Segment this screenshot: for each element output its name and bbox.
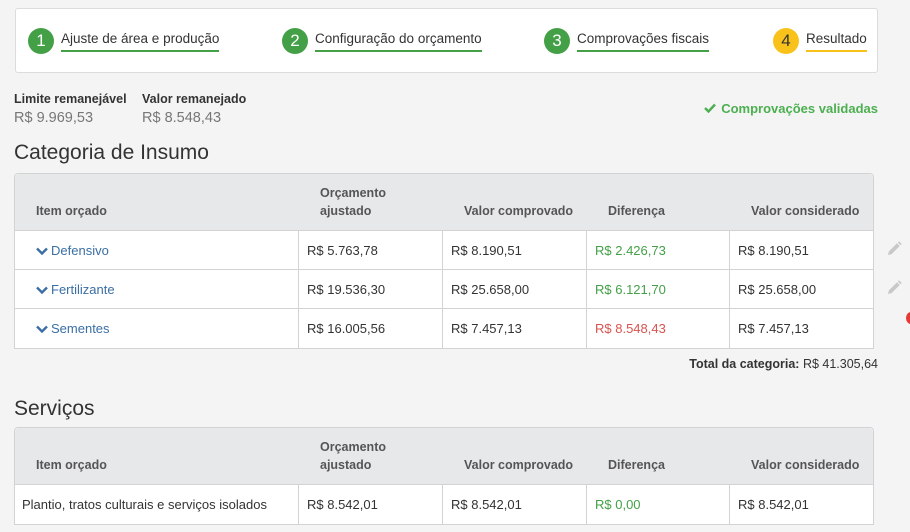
table-row: Defensivo R$ 5.763,78 R$ 8.190,51 R$ 2.4… — [15, 231, 873, 270]
table-row: Fertilizante R$ 19.536,30 R$ 25.658,00 R… — [15, 270, 873, 309]
proven-cell: R$ 25.658,00 — [442, 270, 586, 309]
moved-value: R$ 8.548,43 — [142, 110, 222, 126]
expand-item-fertilizante[interactable]: Fertilizante — [36, 282, 115, 297]
edit-fertilizante-pencil-icon[interactable] — [885, 279, 903, 297]
step-4-number: 4 — [773, 28, 799, 54]
chevron-down-icon — [36, 325, 48, 333]
item-cell[interactable]: Defensivo — [15, 231, 298, 270]
budget-cell: R$ 19.536,30 — [298, 270, 442, 309]
alert-dot-icon[interactable] — [906, 312, 910, 324]
step-2[interactable]: 2 Configuração do orçamento — [282, 28, 482, 54]
considered-cell: R$ 8.542,01 — [729, 485, 874, 524]
table-row: Plantio, tratos culturais e serviços iso… — [15, 485, 873, 524]
col-budget-line1: Orçamento — [320, 440, 386, 454]
budget-cell: R$ 5.763,78 — [298, 231, 442, 270]
servicos-table: Item orçado Orçamento ajustado Valor com… — [14, 427, 874, 525]
col-item: Item orçado — [36, 204, 107, 218]
budget-cell: R$ 8.542,01 — [298, 485, 442, 524]
step-3[interactable]: 3 Comprovações fiscais — [544, 28, 710, 54]
step-1-number: 1 — [28, 28, 54, 54]
difference-cell: R$ 6.121,70 — [586, 270, 729, 309]
table-header: Item orçado Orçamento ajustado Valor com… — [15, 428, 873, 485]
step-2-label: Configuração do orçamento — [315, 31, 482, 52]
limit-label: Limite remanejável — [14, 92, 127, 106]
table-row: Sementes R$ 16.005,56 R$ 7.457,13 R$ 8.5… — [15, 309, 873, 348]
step-2-number: 2 — [282, 28, 308, 54]
budget-cell: R$ 16.005,56 — [298, 309, 442, 348]
col-budget-line1: Orçamento — [320, 186, 386, 200]
difference-cell: R$ 2.426,73 — [586, 231, 729, 270]
proven-cell: R$ 8.190,51 — [442, 231, 586, 270]
col-item: Item orçado — [36, 458, 107, 472]
item-cell: Plantio, tratos culturais e serviços iso… — [22, 497, 267, 512]
difference-cell: R$ 8.548,43 — [586, 309, 729, 348]
insumo-table: Item orçado Orçamento ajustado Valor com… — [14, 173, 874, 349]
step-3-label: Comprovações fiscais — [577, 31, 710, 52]
limit-value: R$ 9.969,53 — [14, 110, 94, 126]
expand-item-sementes[interactable]: Sementes — [36, 321, 110, 336]
step-4-label: Resultado — [806, 31, 867, 52]
considered-cell: R$ 8.190,51 — [729, 231, 874, 270]
item-label: Sementes — [51, 321, 110, 336]
item-label: Fertilizante — [51, 282, 115, 297]
considered-cell: R$ 25.658,00 — [729, 270, 874, 309]
total-value: R$ 41.305,64 — [802, 357, 878, 371]
category-total: Total da categoria: R$ 41.305,64 — [689, 357, 878, 371]
step-1[interactable]: 1 Ajuste de área e produção — [28, 28, 220, 54]
item-cell[interactable]: Fertilizante — [15, 270, 298, 309]
col-budget-line2: ajustado — [320, 204, 372, 218]
col-proven: Valor comprovado — [464, 204, 574, 218]
table-header: Item orçado Orçamento ajustado Valor com… — [15, 174, 873, 231]
validated-status: Comprovações validadas — [704, 101, 878, 116]
col-budget-line2: ajustado — [320, 458, 372, 472]
col-difference: Diferença — [608, 204, 665, 218]
col-difference: Diferença — [608, 458, 665, 472]
progress-stepper: 1 Ajuste de área e produção 2 Configuraç… — [15, 8, 878, 73]
edit-defensivo-pencil-icon[interactable] — [885, 240, 903, 258]
check-icon — [704, 101, 717, 116]
considered-cell: R$ 7.457,13 — [729, 309, 874, 348]
total-label: Total da categoria: — [689, 357, 800, 371]
step-1-label: Ajuste de área e produção — [61, 31, 220, 52]
col-budget: Orçamento ajustado — [320, 184, 386, 220]
col-budget: Orçamento ajustado — [320, 438, 386, 474]
difference-cell: R$ 0,00 — [586, 485, 729, 524]
proven-cell: R$ 7.457,13 — [442, 309, 586, 348]
expand-item-defensivo[interactable]: Defensivo — [36, 243, 109, 258]
step-3-number: 3 — [544, 28, 570, 54]
proven-cell: R$ 8.542,01 — [442, 485, 586, 524]
col-considered: Valor considerado — [751, 458, 860, 472]
col-considered: Valor considerado — [751, 204, 860, 218]
step-4[interactable]: 4 Resultado — [773, 28, 867, 54]
moved-label: Valor remanejado — [142, 92, 247, 106]
chevron-down-icon — [36, 247, 48, 255]
section-title-servicos: Serviços — [14, 397, 95, 420]
section-title-insumo: Categoria de Insumo — [14, 141, 209, 164]
item-label: Defensivo — [51, 243, 109, 258]
item-cell[interactable]: Sementes — [15, 309, 298, 348]
col-proven: Valor comprovado — [464, 458, 574, 472]
chevron-down-icon — [36, 286, 48, 294]
validated-label: Comprovações validadas — [721, 101, 878, 116]
